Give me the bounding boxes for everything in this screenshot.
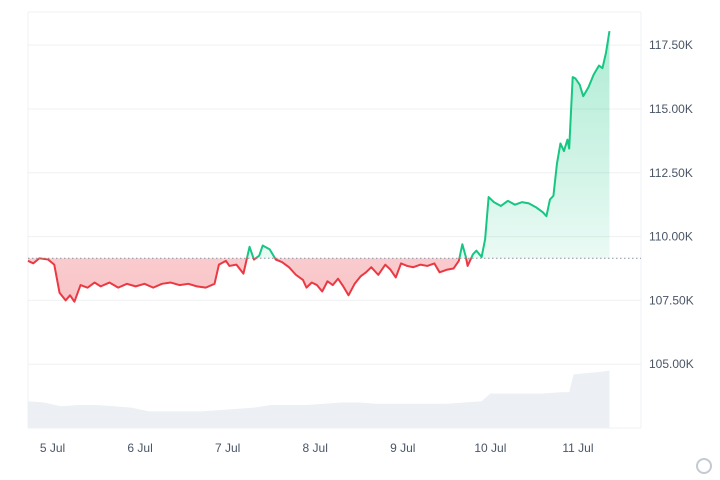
y-tick-label: 110.00K	[649, 230, 693, 244]
x-tick-label: 7 Jul	[215, 441, 240, 455]
price-line-up	[37, 30, 611, 259]
watermark-icon	[696, 458, 712, 474]
volume-area	[28, 370, 610, 428]
y-tick-label: 107.50K	[649, 293, 694, 307]
x-tick-label: 5 Jul	[40, 441, 65, 455]
watermark-logo	[696, 458, 712, 474]
y-axis-ticks: 105.00K 107.50K 110.00K 112.50K 115.00K 117.5…	[649, 38, 694, 371]
x-axis-ticks: 5 Jul 6 Jul 7 Jul 8 Jul 9 Jul 10 Jul 11 Jul	[40, 441, 594, 455]
x-tick-label: 11 Jul	[562, 441, 593, 455]
y-tick-label: 117.50K	[649, 38, 693, 52]
y-tick-label: 115.00K	[649, 102, 693, 116]
y-tick-label: 105.00K	[649, 357, 694, 371]
x-tick-label: 6 Jul	[127, 441, 152, 455]
area-below-baseline	[28, 258, 472, 302]
y-tick-label: 112.50K	[649, 166, 693, 180]
x-tick-label: 10 Jul	[474, 441, 506, 455]
price-line-down	[27, 258, 473, 303]
area-above-baseline	[28, 31, 610, 259]
x-tick-label: 9 Jul	[390, 441, 415, 455]
x-tick-label: 8 Jul	[303, 441, 328, 455]
